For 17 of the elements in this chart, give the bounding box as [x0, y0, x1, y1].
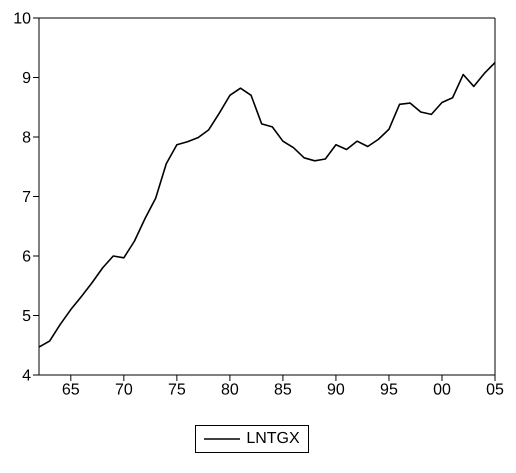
x-tick-label: 95 [380, 381, 398, 398]
x-tick-label: 00 [433, 381, 451, 398]
y-tick-label: 10 [13, 10, 32, 28]
legend-label: LNTGX [246, 430, 300, 448]
y-tick-label: 9 [22, 70, 32, 88]
x-tick-label: 80 [220, 381, 239, 398]
y-tick-label: 4 [22, 368, 32, 385]
x-tick-label: 85 [274, 381, 292, 398]
x-tick-label: 70 [114, 381, 133, 398]
y-tick-label: 5 [22, 308, 32, 326]
x-tick-label: 65 [62, 381, 80, 398]
x-tick-label: 05 [486, 381, 504, 398]
y-tick-label: 7 [22, 189, 32, 206]
y-tick-label: 6 [22, 248, 32, 266]
x-tick-label: 75 [168, 381, 186, 398]
y-tick-label: 8 [22, 130, 32, 147]
x-tick-label: 90 [327, 381, 345, 398]
